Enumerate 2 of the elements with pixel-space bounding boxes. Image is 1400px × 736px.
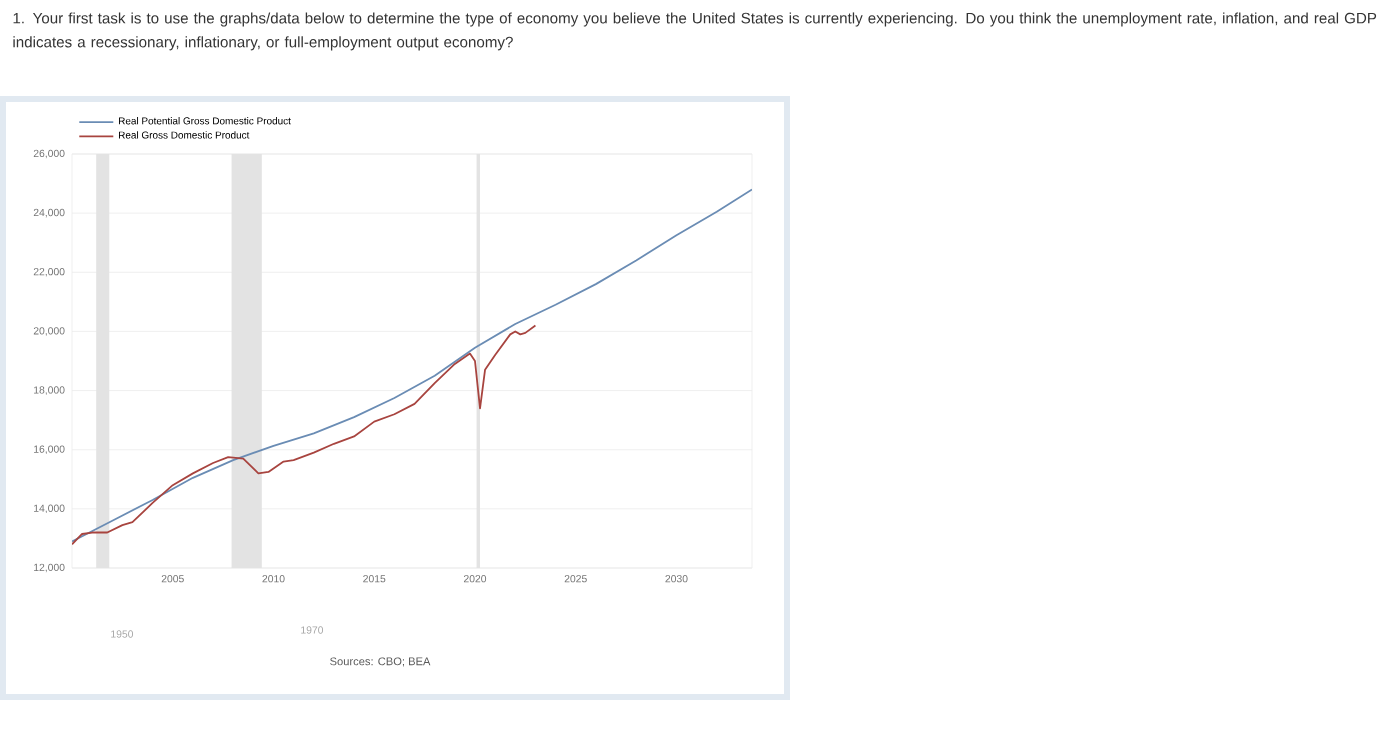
line-series [72, 188, 753, 543]
line-series [72, 324, 537, 546]
